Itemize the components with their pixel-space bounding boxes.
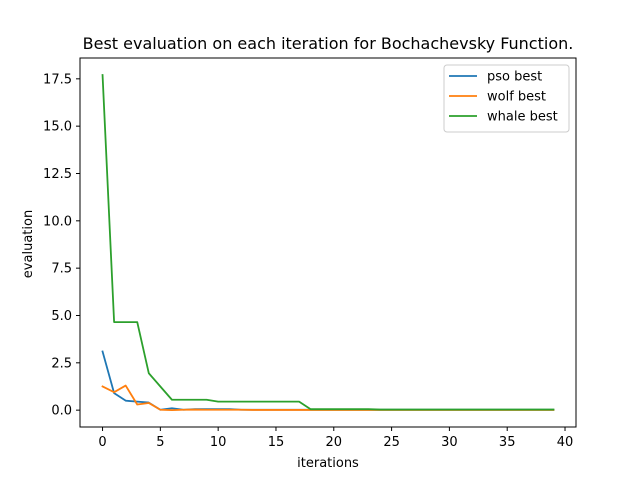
y-tick-label: 10.0	[43, 214, 72, 229]
y-tick-label: 17.5	[43, 72, 72, 87]
x-axis-label: iterations	[297, 456, 359, 471]
legend: pso best wolf best whale best	[443, 64, 570, 133]
legend-entry: whale best	[487, 110, 558, 125]
x-tick-label: 40	[557, 435, 574, 450]
x-tick-label: 35	[499, 435, 516, 450]
y-axis-label: evaluation	[21, 210, 36, 278]
x-tick-label: 15	[268, 435, 285, 450]
axes-frame	[79, 57, 577, 428]
x-tick-label: 10	[210, 435, 227, 450]
chart-title: Best evaluation on each iteration for Bo…	[83, 34, 574, 53]
x-tick-label: 0	[98, 435, 106, 450]
x-tick-label: 30	[441, 435, 458, 450]
legend-entry: wolf best	[487, 90, 546, 105]
y-tick-label: 7.5	[51, 262, 72, 277]
x-tick-label: 20	[326, 435, 343, 450]
y-tick-label: 15.0	[43, 120, 72, 135]
y-tick-label: 12.5	[43, 167, 72, 182]
y-tick-label: 0.0	[51, 404, 72, 419]
x-tick-label: 5	[156, 435, 164, 450]
y-tick-label: 2.5	[51, 356, 72, 371]
y-tick-label: 5.0	[51, 309, 72, 324]
series-line-whale-best	[101, 74, 555, 411]
x-tick-label: 25	[383, 435, 400, 450]
plot-area: 0 5 10 15 20 25 30 35 40 0.0 2.5 5.0 7.5 10.0 12.5 15.0…	[43, 57, 577, 450]
legend-entry: pso best	[487, 70, 542, 85]
